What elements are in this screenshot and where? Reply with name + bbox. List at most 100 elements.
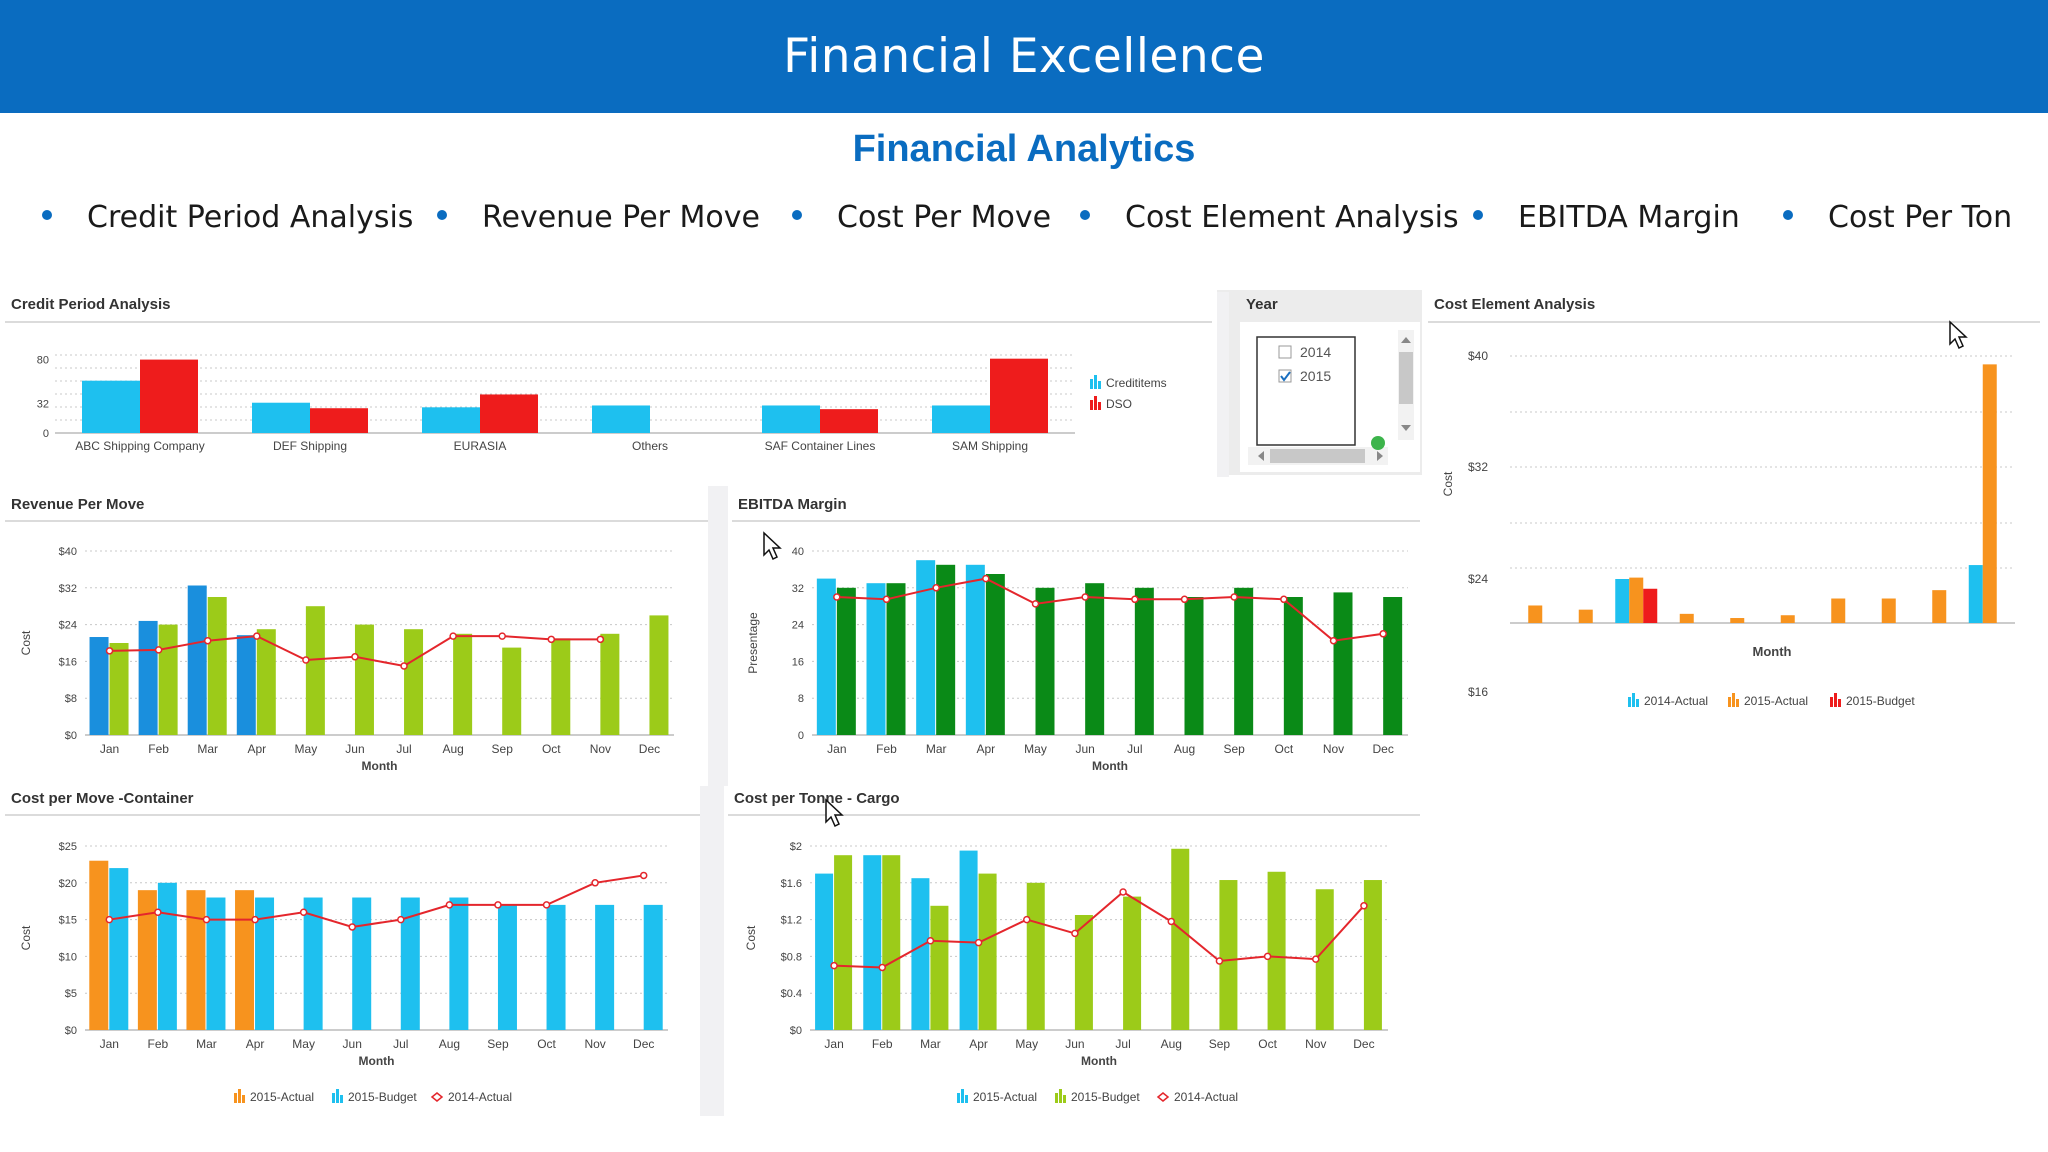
x-tick-label: Jul	[1127, 742, 1142, 756]
x-tick-label: Jun	[343, 1037, 362, 1051]
costTon-point	[1216, 958, 1222, 964]
y-tick-label: $40	[59, 546, 77, 558]
revenue-bar	[453, 634, 472, 735]
credit-bar	[252, 403, 310, 433]
ebitda-point	[1132, 596, 1138, 602]
costTon-bar	[1268, 872, 1286, 1030]
x-tick-label: May	[1024, 742, 1047, 756]
costTon-bar	[1364, 880, 1382, 1030]
legend-bar-icon	[1732, 693, 1735, 707]
x-tick-label: Dec	[1372, 742, 1393, 756]
x-tick-label: Feb	[872, 1037, 893, 1051]
costTon-bar	[1171, 849, 1189, 1030]
scroll-thumb[interactable]	[1270, 449, 1365, 463]
costElement-bar	[1882, 599, 1896, 623]
x-tick-label: Aug	[439, 1037, 460, 1051]
x-tick-label: May	[1015, 1037, 1038, 1051]
x-tick-label: Mar	[920, 1037, 941, 1051]
legend-label: 2014-Actual	[448, 1090, 512, 1104]
costMove-point	[301, 909, 307, 915]
revenue-xlabel: Month	[362, 759, 398, 773]
ebitda-bar	[867, 583, 886, 735]
legend-label: 2015-Actual	[250, 1090, 314, 1104]
credit-bar	[140, 360, 198, 433]
y-tick-label: 32	[792, 583, 804, 595]
costMove-point	[106, 917, 112, 923]
y-tick-label: $0	[65, 730, 77, 742]
x-tick-label: Mar	[197, 742, 218, 756]
costMove-ylabel: Cost	[19, 925, 33, 950]
legend-bar-icon	[234, 1093, 237, 1103]
costElement-xlabel: Month	[1753, 644, 1792, 659]
credit-bar	[820, 409, 878, 433]
costTon-point	[831, 963, 837, 969]
x-tick-label: Aug	[442, 742, 463, 756]
credit-bar	[592, 405, 650, 433]
costElement-bar	[1969, 565, 1983, 623]
legend-bar-icon	[957, 1093, 960, 1103]
apply-icon[interactable]	[1371, 436, 1385, 450]
costElement-title: Cost Element Analysis	[1434, 296, 1595, 313]
revenue-point	[401, 663, 407, 669]
ebitda-bar	[1383, 597, 1402, 735]
column-separator	[700, 786, 724, 1116]
costTon-title: Cost per Tonne - Cargo	[734, 790, 900, 807]
costTon-xlabel: Month	[1081, 1054, 1117, 1068]
ebitda-point	[1033, 601, 1039, 607]
ebitda-bar	[1334, 592, 1353, 735]
legend-line-icon	[1158, 1093, 1168, 1101]
ebitda-point	[884, 596, 890, 602]
ebitda-point	[1281, 596, 1287, 602]
ebitda-bar	[1135, 588, 1154, 735]
legend-bar-icon	[1838, 699, 1841, 707]
costTon-bar	[882, 855, 900, 1030]
legend-label: 2015-Actual	[973, 1090, 1037, 1104]
x-tick-label: May	[295, 742, 318, 756]
costTon-bar	[1123, 897, 1141, 1030]
x-tick-label: Jul	[393, 1037, 408, 1051]
costMove-point	[446, 902, 452, 908]
revenue-bar	[355, 625, 374, 735]
costMove-bar	[644, 905, 663, 1030]
y-tick-label: $2	[790, 841, 802, 853]
x-tick-label: Oct	[542, 742, 561, 756]
costElement-ylabel: Cost	[1441, 471, 1455, 496]
y-tick-label: $10	[59, 951, 77, 963]
y-tick-label: $1.6	[781, 878, 802, 890]
scroll-thumb[interactable]	[1399, 352, 1413, 404]
costMove-xlabel: Month	[359, 1054, 395, 1068]
x-tick-label: Apr	[246, 1037, 265, 1051]
x-tick-label: Jun	[345, 742, 364, 756]
x-tick-label: Aug	[1174, 742, 1195, 756]
legend-label: 2014-Actual	[1174, 1090, 1238, 1104]
costTon-point	[1120, 889, 1126, 895]
costMove-bar	[138, 890, 157, 1030]
costMove-point	[641, 872, 647, 878]
y-tick-label: $32	[1468, 460, 1488, 474]
x-tick-label: Dec	[1353, 1037, 1374, 1051]
x-tick-label: Oct	[537, 1037, 556, 1051]
ebitda-bar	[887, 583, 906, 735]
revenue-bar	[502, 648, 521, 735]
ebitda-point	[1231, 594, 1237, 600]
legend-bar-icon	[1055, 1093, 1058, 1103]
legend-bar-icon	[1834, 693, 1837, 707]
revenue-bar	[110, 643, 129, 735]
y-tick-label: 0	[798, 730, 804, 742]
x-tick-label: Dec	[639, 742, 660, 756]
x-tick-label: Sep	[487, 1037, 509, 1051]
legend-bar-icon	[1632, 693, 1635, 707]
y-tick-label: $16	[59, 656, 77, 668]
ebitda-bar	[1284, 597, 1303, 735]
y-tick-label: $1.2	[781, 915, 802, 927]
x-tick-label: Nov	[1323, 742, 1344, 756]
costElement-bar	[1680, 614, 1694, 623]
x-tick-label: Jan	[827, 742, 846, 756]
revenue-bar	[649, 615, 668, 735]
ebitda-ylabel: Presentage	[746, 612, 760, 674]
x-tick-label: ABC Shipping Company	[75, 439, 204, 453]
x-tick-label: Sep	[1209, 1037, 1231, 1051]
x-tick-label: Oct	[1258, 1037, 1277, 1051]
costTon-point	[976, 940, 982, 946]
year-checkbox[interactable]	[1279, 346, 1291, 358]
